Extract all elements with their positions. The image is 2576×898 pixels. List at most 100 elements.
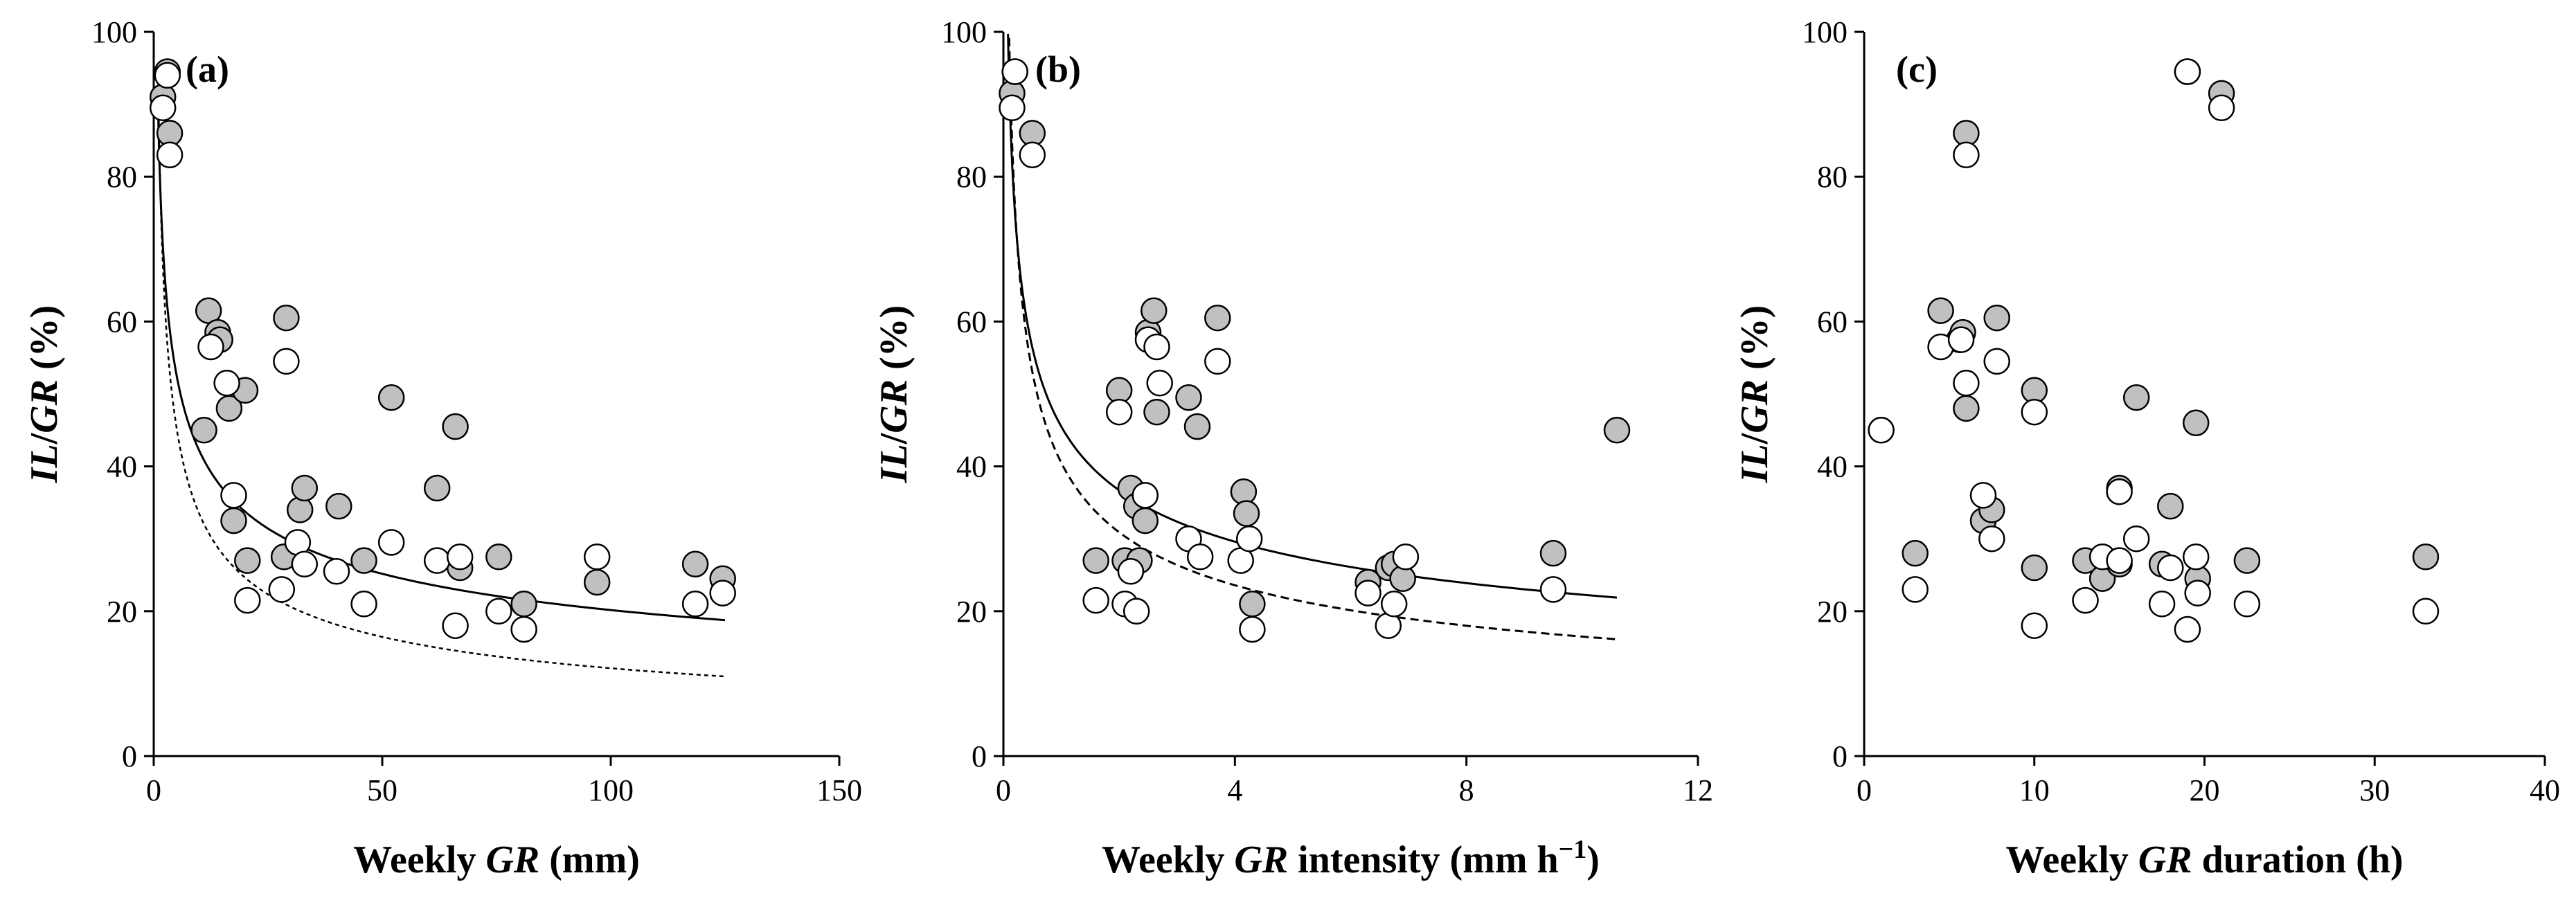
open-point [2122, 525, 2150, 553]
x-tick-label: 150 [816, 773, 862, 807]
y-tick-label: 80 [956, 160, 987, 194]
open-point [1978, 525, 2005, 553]
open-point [377, 529, 405, 556]
y-tick-label: 20 [107, 595, 137, 629]
y-tick-label: 40 [107, 450, 137, 484]
filled-point [273, 304, 300, 332]
open-point [583, 544, 611, 571]
filled-point [681, 550, 709, 578]
filled-point [1983, 304, 2010, 332]
filled-point [583, 568, 611, 596]
open-point [2184, 580, 2211, 607]
open-point [1204, 348, 1231, 375]
x-tick-label: 4 [1227, 773, 1242, 807]
open-point [485, 598, 512, 625]
filled-point [1175, 384, 1202, 411]
open-point [1902, 576, 1929, 603]
open-point [423, 547, 451, 574]
panel-label: (b) [1035, 48, 1081, 90]
y-tick-label: 20 [1817, 595, 1848, 629]
x-tick-label: 20 [2190, 773, 2220, 807]
open-point [291, 550, 319, 578]
open-point [1143, 333, 1170, 361]
open-point [2106, 547, 2133, 574]
filled-point [1927, 297, 1954, 324]
y-tick-label: 40 [956, 450, 987, 484]
open-point [2182, 544, 2210, 571]
x-axis-title: Weekly GR intensity (mm h−1) [1102, 835, 1600, 881]
filled-point [2182, 409, 2210, 437]
y-tick-label: 100 [941, 15, 987, 49]
y-tick-label: 100 [1802, 15, 1848, 49]
open-point [154, 62, 181, 89]
open-point [273, 348, 300, 375]
x-tick-label: 12 [1683, 773, 1713, 807]
open-point [1983, 348, 2010, 375]
filled-point [2021, 554, 2048, 582]
y-tick-label: 20 [956, 595, 987, 629]
open-point [1947, 326, 1975, 353]
filled-point [485, 544, 512, 571]
y-tick-label: 80 [107, 160, 137, 194]
filled-point [2233, 547, 2261, 574]
x-axis-title: Weekly GR duration (h) [2005, 838, 2403, 881]
open-point [2412, 598, 2440, 625]
y-axis-title: IL/GR (%) [1733, 305, 1776, 484]
open-point [1539, 576, 1567, 603]
open-point [1354, 580, 1381, 607]
fit-filled-curve [1007, 33, 1618, 599]
filled-point [286, 496, 314, 523]
open-point [213, 370, 240, 397]
filled-point [1204, 304, 1231, 332]
open-point [1380, 591, 1408, 618]
filled-point [350, 547, 377, 574]
open-point [2208, 94, 2235, 122]
x-tick-label: 30 [2359, 773, 2390, 807]
y-tick-label: 60 [956, 305, 987, 339]
x-tick-label: 40 [2530, 773, 2560, 807]
filled-point [190, 417, 217, 444]
open-point [442, 612, 469, 639]
open-point [220, 482, 247, 509]
filled-point [442, 413, 469, 440]
y-axis-title: IL/GR (%) [23, 305, 66, 484]
open-point [2174, 616, 2201, 643]
filled-point [377, 384, 405, 411]
x-tick-label: 10 [2019, 773, 2050, 807]
x-tick-label: 100 [588, 773, 634, 807]
panel-c: 0 20 40 60 80 100 0 10 20 30 40 IL/GR (%) Weekly GR … [1733, 15, 2560, 881]
open-point [1019, 141, 1046, 169]
filled-point [1183, 413, 1211, 440]
y-tick-label: 0 [972, 739, 987, 773]
y-tick-label: 80 [1817, 160, 1848, 194]
filled-point [291, 474, 319, 502]
filled-point [1143, 398, 1170, 426]
open-point [2174, 58, 2201, 85]
open-point [350, 591, 377, 618]
open-point [2233, 591, 2261, 618]
open-point [1146, 370, 1173, 397]
filled-point [1389, 565, 1416, 592]
open-point [1375, 612, 1402, 639]
open-point [2106, 478, 2133, 505]
x-tick-label: 8 [1459, 773, 1474, 807]
filled-point [510, 591, 537, 618]
open-point [268, 576, 296, 603]
y-tick-label: 100 [91, 15, 137, 49]
open-point [1953, 141, 1980, 169]
open-point [1117, 558, 1145, 585]
open-point [1953, 370, 1980, 397]
fit-open-curve [157, 89, 726, 678]
open-point [2021, 612, 2048, 639]
filled-point [1902, 539, 1929, 567]
open-point [197, 333, 224, 361]
filled-point [423, 474, 451, 502]
open-point [2157, 554, 2184, 582]
open-point [1105, 398, 1133, 426]
open-point [1122, 598, 1150, 625]
open-point [1235, 525, 1263, 553]
open-point [1239, 616, 1266, 643]
panel-label: (c) [1896, 48, 1938, 90]
fit-filled-curve [157, 118, 726, 622]
filled-point [1603, 417, 1631, 444]
